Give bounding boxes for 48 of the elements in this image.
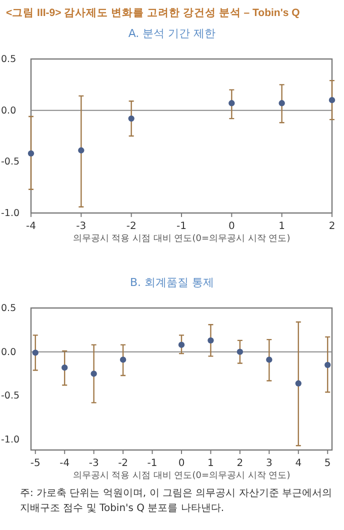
y-tick-label: -1.0 — [1, 208, 20, 220]
x-tick-label: -2 — [126, 221, 136, 232]
y-tick-label: 0.0 — [1, 105, 16, 116]
x-tick-label: 1 — [208, 458, 214, 470]
x-tick-label: 5 — [324, 458, 331, 470]
x-tick-label: -1 — [176, 221, 186, 232]
y-tick-label: -0.5 — [1, 156, 20, 168]
point — [208, 337, 214, 344]
point — [28, 150, 34, 157]
point — [324, 362, 331, 368]
point — [90, 370, 97, 377]
x-tick-label: -1 — [147, 458, 158, 470]
x-tick-label: 4 — [295, 458, 302, 470]
point — [120, 356, 126, 363]
x-tick-label: -4 — [26, 221, 36, 232]
point — [62, 364, 68, 371]
y-tick-label: 0.5 — [1, 303, 16, 314]
point — [278, 100, 285, 106]
text: 주: 가로축 단위는 억원이며, 이 그림은 의무공시 자산기준 부근에서의 지배구조 점수 및 Tobin's Q 분포를 나타낸다. — [20, 488, 332, 514]
point — [295, 380, 302, 386]
point — [236, 348, 244, 355]
x-tick-label: -3 — [76, 221, 86, 232]
x-tick-label: -3 — [88, 458, 99, 470]
chart-title: <그림 III-9> 감사제도 변화를 고려한 강건성 분석 – Tobin's Q — [6, 7, 300, 19]
point — [228, 100, 235, 106]
y-tick-label: 0.0 — [1, 346, 16, 358]
x-tick-label: -4 — [60, 458, 70, 470]
y-tick-label: -0.5 — [1, 390, 20, 402]
point — [328, 96, 336, 104]
x-tick-label: 0 — [178, 458, 185, 470]
x-tick-label: 1 — [278, 221, 286, 232]
point — [78, 147, 84, 154]
x-tick-label: -2 — [118, 458, 128, 470]
x-tick-label: -5 — [30, 458, 40, 470]
x-axis-title: 의무공시 적용 시점 대비 연도(0=의무공시 시작 연도) — [72, 471, 290, 481]
x-tick-label: 2 — [236, 458, 244, 470]
x-tick-label: 2 — [328, 221, 336, 232]
point — [178, 342, 185, 348]
chart-subtitle: B. 회계품질 통제 — [130, 276, 214, 289]
point — [32, 350, 38, 356]
x-axis-title: 의무공시 적용 시점 대비 연도(0=의무공시 시작 연도) — [72, 234, 290, 244]
x-tick-label: 0 — [228, 221, 235, 232]
chart-subtitle: A. 분석 기간 제한 — [128, 27, 216, 40]
y-tick-label: 0.5 — [1, 54, 16, 66]
point — [266, 356, 272, 363]
x-tick-label: 3 — [266, 458, 272, 470]
y-tick-label: -1.0 — [1, 434, 20, 446]
point — [128, 115, 134, 122]
